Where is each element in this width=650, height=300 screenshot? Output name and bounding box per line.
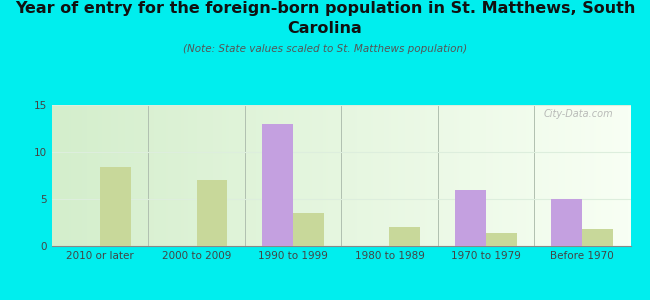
Text: (Note: State values scaled to St. Matthews population): (Note: State values scaled to St. Matthe…	[183, 44, 467, 53]
Bar	[486, 233, 517, 246]
Bar	[389, 227, 421, 246]
Text: Carolina: Carolina	[287, 21, 363, 36]
Text: City-Data.com: City-Data.com	[543, 109, 613, 119]
Bar	[582, 229, 613, 246]
Bar	[196, 180, 227, 246]
Text: Year of entry for the foreign-born population in St. Matthews, South: Year of entry for the foreign-born popul…	[15, 2, 635, 16]
Bar	[455, 190, 486, 246]
Bar	[551, 199, 582, 246]
Bar	[262, 124, 293, 246]
Bar	[293, 213, 324, 246]
Bar	[100, 167, 131, 246]
